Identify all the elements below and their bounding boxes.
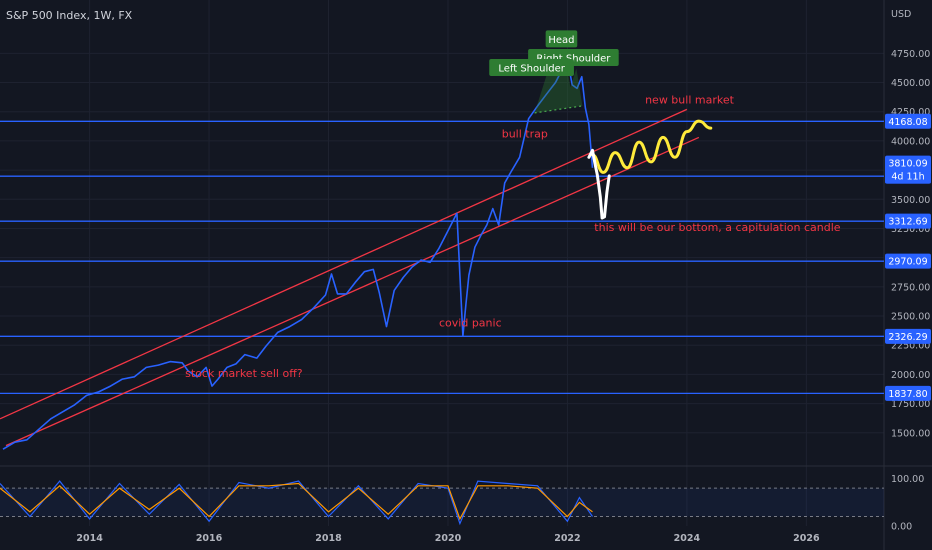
price-level-tag: 2970.09 [885, 253, 931, 269]
price-level-tag: 4168.08 [885, 113, 931, 129]
y-tick-label: 2250.00 [891, 341, 930, 352]
y-tick-label: 2750.00 [891, 282, 930, 293]
price-axis[interactable]: 1500.00 1750.00 2000.00 2250.00 2500.00 2750.… [885, 49, 931, 533]
y-tick-label: 4500.00 [891, 78, 930, 89]
projection-white-path [587, 148, 611, 220]
annotations: new bull market bull trap this will be our… [185, 94, 841, 380]
time-axis[interactable]: 2014 2016 2018 2020 2022 2024 2026 [76, 533, 820, 544]
annotation-text: covid panic [439, 317, 502, 330]
current-price-value: 3810.09 [888, 159, 927, 170]
currency-label: USD [891, 9, 911, 20]
y-tick-label: 4000.00 [891, 136, 930, 147]
x-tick-label: 2014 [76, 533, 103, 544]
symbol-title[interactable]: S&P 500 Index, 1W, FX [6, 9, 133, 22]
price-level-tag: 1837.80 [885, 385, 931, 401]
annotation-text: stock market sell off? [185, 367, 303, 380]
current-price-countdown: 4d 11h [891, 172, 924, 183]
current-price-tag-bg [885, 155, 931, 184]
y-tick-label: 1500.00 [891, 428, 930, 439]
stochastic-oscillator [0, 480, 593, 526]
x-tick-label: 2016 [196, 533, 223, 544]
y-tick-label: 1750.00 [891, 399, 930, 410]
oscillator-grid [0, 487, 884, 518]
price-series [2, 58, 594, 450]
y-tick-label: 2500.00 [891, 312, 930, 323]
hs-label-bg [489, 58, 574, 76]
oscillator-line [0, 482, 593, 521]
oscillator-line [0, 480, 593, 526]
y-tick-label: 3500.00 [891, 195, 930, 206]
hs-label-text: Right Shoulder [536, 54, 611, 65]
y-tick-label: 3250.00 [891, 224, 930, 235]
hs-label-text: Head [548, 35, 574, 46]
hs-label-text: Left Shoulder [498, 63, 565, 74]
hs-label: Left Shoulder [489, 58, 574, 76]
price-level-tag-label: 2970.09 [888, 257, 927, 268]
trend-channel [0, 108, 700, 447]
hs-pattern-fill [534, 52, 583, 113]
price-level-tag-bg [885, 385, 931, 401]
current-price-tag: 3810.09 4d 11h [885, 155, 931, 184]
channel-line [0, 108, 688, 420]
hs-neckline [534, 105, 583, 114]
price-line [2, 58, 594, 450]
projection-drawings [587, 119, 713, 220]
x-tick-label: 2020 [435, 533, 462, 544]
annotation-text: bull trap [502, 127, 548, 140]
price-level-tag-bg [885, 113, 931, 129]
oscillator-tick-label: 0.00 [891, 522, 912, 533]
price-level-tag-bg [885, 213, 931, 229]
price-level-tag-label: 4168.08 [888, 117, 927, 128]
price-level-tag: 2326.29 [885, 328, 931, 344]
price-level-tag-label: 1837.80 [888, 389, 927, 400]
x-tick-label: 2026 [793, 533, 820, 544]
oscillator-band [0, 488, 884, 517]
x-tick-label: 2018 [315, 533, 342, 544]
price-levels [0, 120, 884, 395]
y-tick-label: 4250.00 [891, 107, 930, 118]
price-level-tag-bg [885, 253, 931, 269]
y-tick-label: 4750.00 [891, 49, 930, 60]
x-tick-label: 2022 [554, 533, 580, 544]
annotation-text: new bull market [645, 94, 735, 107]
annotation-text: this will be our bottom, a capitulation … [594, 221, 840, 234]
price-level-tag: 3312.69 [885, 213, 931, 229]
price-level-tag-bg [885, 328, 931, 344]
price-level-tag-label: 3312.69 [888, 217, 927, 228]
channel-line [5, 136, 700, 447]
price-level-tag-label: 2326.29 [888, 332, 927, 343]
y-tick-label: 2000.00 [891, 370, 930, 381]
x-tick-label: 2024 [674, 533, 701, 544]
projection-yellow-path [591, 119, 713, 174]
hs-label: Head [545, 30, 578, 48]
hs-label-bg [545, 30, 578, 48]
oscillator-tick-label: 100.00 [891, 474, 924, 485]
